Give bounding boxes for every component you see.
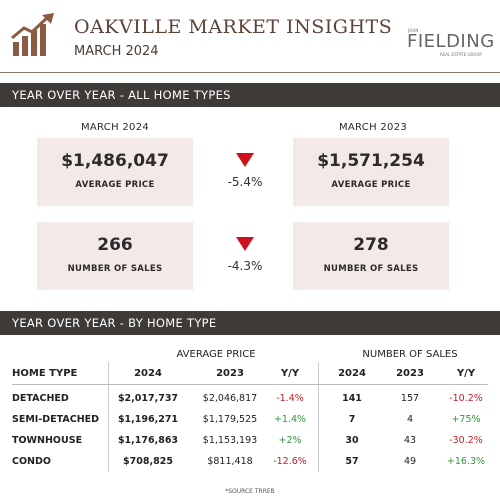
logo-icon	[11, 13, 54, 56]
brand: FIELDING	[407, 31, 495, 52]
metric-label: AVERAGE PRICE	[75, 180, 155, 190]
table-cell: -1.4%	[276, 393, 304, 404]
column-header: Y/Y	[456, 368, 476, 379]
table-cell: -30.2%	[449, 435, 483, 446]
table-cell: $1,196,271	[117, 414, 179, 425]
metric-value: 266	[97, 235, 133, 255]
table-cell: DETACHED	[12, 393, 69, 404]
section-band: YEAR OVER YEAR - ALL HOME TYPES	[0, 83, 500, 107]
table-cell: 7	[348, 414, 356, 425]
table-cell: 4	[406, 414, 414, 425]
table-cell: $2,017,737	[117, 393, 179, 404]
table-cell: +2%	[278, 435, 302, 446]
table-cell: +75%	[451, 414, 481, 425]
metric-value: 278	[353, 235, 389, 255]
metric-box	[37, 138, 193, 206]
metric-box	[293, 222, 449, 290]
down-arrow	[236, 237, 254, 251]
column-header: 2023	[216, 368, 244, 379]
down-arrow	[236, 153, 254, 167]
table-cell: -12.6%	[273, 456, 307, 467]
column-header: 2024	[338, 368, 366, 379]
group-header: NUMBER OF SALES	[362, 349, 458, 360]
column-header: 2024	[134, 368, 162, 379]
col-label: MARCH 2024	[80, 122, 150, 133]
table-cell: $811,418	[207, 456, 253, 467]
table-cell: +16.3%	[446, 456, 486, 467]
table-cell: CONDO	[12, 456, 51, 467]
metric-box	[293, 138, 449, 206]
table-cell: 43	[403, 435, 417, 446]
source: *SOURCE TRREB	[225, 488, 275, 495]
table-cell: -10.2%	[449, 393, 483, 404]
divider	[108, 362, 109, 472]
table-cell: TOWNHOUSE	[12, 435, 83, 446]
subtitle: MARCH 2024	[74, 44, 159, 59]
table-cell: 49	[403, 456, 417, 467]
column-header: HOME TYPE	[12, 368, 78, 379]
table-cell: 141	[342, 393, 362, 404]
group-header: AVERAGE PRICE	[176, 349, 256, 360]
divider	[318, 362, 319, 472]
metric-value: $1,486,047	[61, 151, 169, 171]
section-band: YEAR OVER YEAR - BY HOME TYPE	[0, 311, 500, 335]
brand-top: JOHN	[408, 28, 419, 33]
table-cell: 57	[345, 456, 359, 467]
table-cell: $1,153,193	[202, 435, 258, 446]
metric-label: NUMBER OF SALES	[67, 264, 163, 274]
table-cell: $708,825	[123, 456, 173, 467]
divider	[12, 384, 488, 385]
metric-label: NUMBER OF SALES	[323, 264, 419, 274]
table-cell: $2,046,817	[202, 393, 258, 404]
brand-bottom: REAL ESTATE GROUP	[440, 52, 482, 57]
change: -5.4%	[227, 175, 263, 189]
metric-box	[37, 222, 193, 290]
metric-value: $1,571,254	[317, 151, 425, 171]
divider	[0, 72, 500, 73]
change: -4.3%	[227, 259, 263, 273]
table-cell: 30	[345, 435, 359, 446]
table-cell: +1.4%	[273, 414, 307, 425]
column-header: 2023	[396, 368, 424, 379]
table-cell: SEMI-DETACHED	[12, 414, 100, 425]
col-label: MARCH 2023	[338, 122, 408, 133]
title: OAKVILLE MARKET INSIGHTS	[74, 16, 393, 38]
metric-label: AVERAGE PRICE	[331, 180, 411, 190]
section-title: YEAR OVER YEAR - ALL HOME TYPES	[12, 88, 231, 102]
section-title: YEAR OVER YEAR - BY HOME TYPE	[12, 316, 217, 330]
table-cell: 157	[400, 393, 420, 404]
table-cell: $1,176,863	[117, 435, 179, 446]
column-header: Y/Y	[280, 368, 300, 379]
table-cell: $1,179,525	[202, 414, 258, 425]
